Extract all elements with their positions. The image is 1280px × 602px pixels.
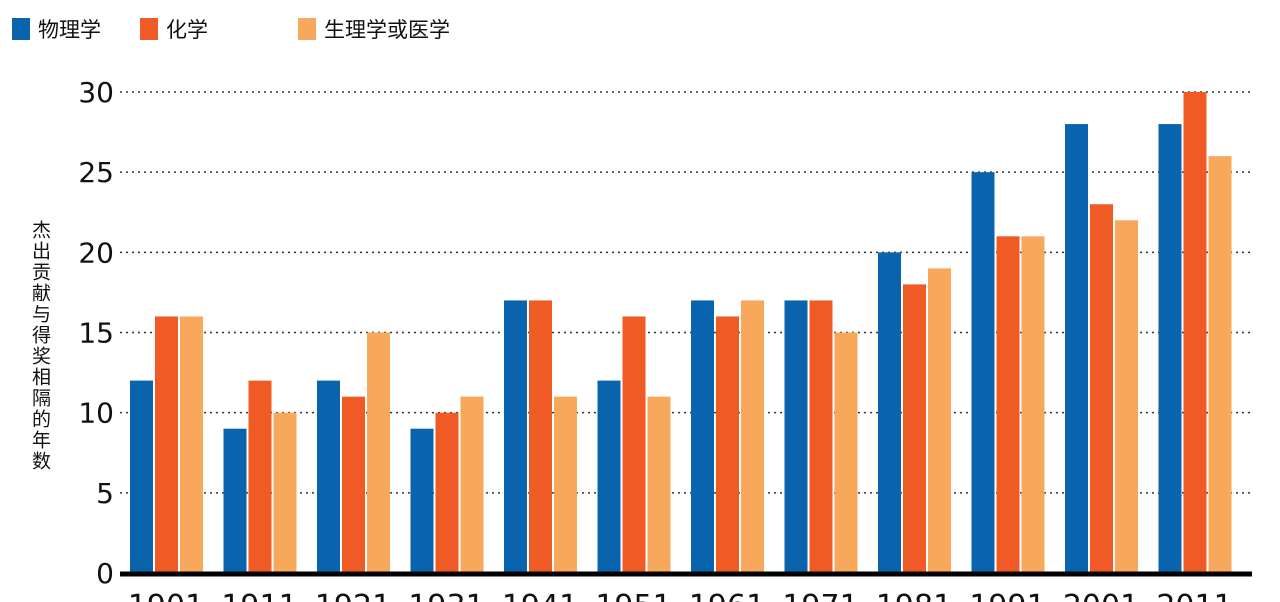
x-tick-label: 1921	[315, 589, 391, 602]
x-tick-label: 1911	[221, 589, 297, 602]
bar	[1183, 92, 1207, 573]
legend-label: 生理学或医学	[324, 18, 450, 42]
legend-swatch	[12, 18, 30, 40]
bar	[155, 316, 178, 573]
x-tick-label: 2001	[1063, 589, 1139, 602]
bar	[435, 412, 459, 573]
bar	[1158, 124, 1182, 574]
bar	[529, 300, 552, 573]
bar	[834, 332, 858, 573]
y-tick-label: 10	[78, 397, 114, 430]
bar	[342, 396, 365, 573]
y-tick-label: 15	[78, 317, 114, 350]
bar	[647, 396, 671, 573]
legend-label: 化学	[166, 18, 208, 42]
bar	[504, 300, 527, 573]
x-tick-label: 1991	[969, 589, 1045, 602]
bar	[273, 412, 297, 573]
bar	[597, 380, 621, 573]
y-tick-label: 20	[78, 236, 114, 269]
bar	[878, 252, 901, 574]
bar	[622, 316, 646, 573]
bar	[716, 316, 739, 573]
bar	[317, 380, 340, 573]
bar	[248, 380, 272, 573]
bar	[784, 300, 808, 573]
bar	[1208, 156, 1232, 573]
y-tick-label: 0	[96, 557, 114, 590]
bar	[1115, 220, 1138, 573]
bar	[1065, 124, 1088, 574]
bar	[1090, 204, 1113, 573]
bar	[928, 268, 951, 573]
x-tick-label: 1951	[595, 589, 671, 602]
y-tick-label: 5	[96, 477, 114, 510]
bar	[971, 172, 995, 573]
y-tick-label: 30	[78, 76, 114, 109]
bar	[996, 236, 1020, 574]
bar	[180, 316, 203, 573]
y-tick-label: 25	[78, 156, 114, 189]
bar	[367, 332, 390, 573]
bar	[130, 380, 153, 573]
legend-label: 物理学	[38, 18, 101, 42]
x-tick-label: 1961	[689, 589, 765, 602]
x-tick-label: 1931	[408, 589, 484, 602]
y-axis-label: 杰出贡献与得奖相隔的年数	[29, 220, 51, 472]
bar	[1021, 236, 1045, 574]
bar	[809, 300, 833, 573]
bar	[903, 284, 926, 573]
bar	[741, 300, 764, 573]
bar	[410, 428, 434, 573]
legend-swatch	[140, 18, 158, 40]
x-tick-label: 1941	[502, 589, 578, 602]
x-tick-label: 2011	[1156, 589, 1232, 602]
legend-swatch	[298, 18, 316, 40]
bar	[460, 396, 484, 573]
bar	[691, 300, 714, 573]
x-tick-label: 1971	[782, 589, 858, 602]
bar	[223, 428, 247, 573]
x-tick-label: 1901	[128, 589, 204, 602]
bar	[554, 396, 577, 573]
x-tick-label: 1981	[876, 589, 952, 602]
